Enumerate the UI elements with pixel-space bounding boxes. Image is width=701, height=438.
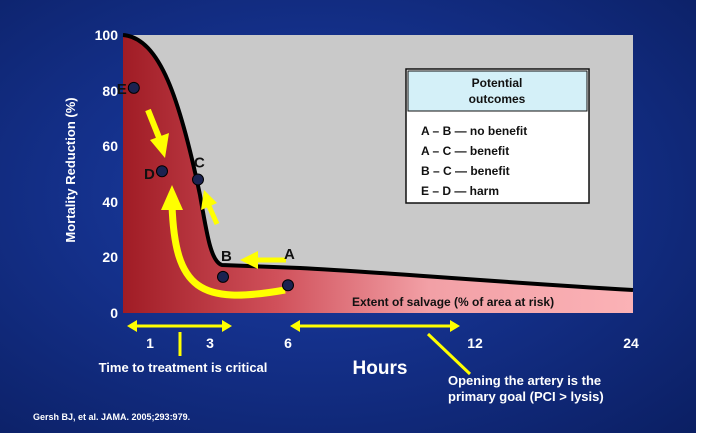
point-b bbox=[217, 270, 229, 283]
legend-item: A – C — benefit bbox=[421, 144, 509, 158]
arrow-a-to-b bbox=[240, 251, 286, 269]
legend-item: A – B — no benefit bbox=[421, 124, 527, 138]
x-axis-label: Hours bbox=[353, 358, 408, 379]
legend-title-line1: Potential bbox=[472, 76, 523, 90]
x-tick-label: 1 bbox=[146, 335, 154, 351]
x-tick-label: 3 bbox=[206, 335, 214, 351]
y-tick-label: 80 bbox=[102, 83, 118, 99]
y-axis-label: Mortality Reduction (%) bbox=[63, 97, 78, 242]
point-label-a: A bbox=[284, 246, 295, 263]
x-tick-label: 6 bbox=[284, 335, 292, 351]
curved-arrow-b-to-d bbox=[168, 204, 286, 299]
point-c bbox=[192, 173, 204, 186]
mortality-curve bbox=[122, 33, 634, 292]
legend-item: B – C — benefit bbox=[421, 164, 510, 178]
time-note: Time to treatment is critical bbox=[99, 360, 268, 375]
point-a bbox=[282, 279, 294, 292]
y-tick-label: 40 bbox=[102, 194, 118, 210]
points-layer: E D C B A bbox=[117, 81, 295, 292]
x-axis-ticks: 1 3 6 12 24 bbox=[146, 335, 639, 351]
y-tick-label: 60 bbox=[102, 138, 118, 154]
artery-note-line1: Opening the artery is the bbox=[448, 373, 601, 388]
citation: Gersh BJ, et al. JAMA. 2005;293:979. bbox=[33, 412, 190, 422]
artery-note-pointer bbox=[426, 332, 472, 376]
salvage-label: Extent of salvage (% of area at risk) bbox=[352, 295, 554, 309]
time-range-arrow bbox=[127, 320, 232, 332]
curved-arrow-head bbox=[161, 185, 183, 210]
point-label-b: B bbox=[221, 248, 232, 265]
point-label-e: E bbox=[117, 81, 127, 98]
legend-header bbox=[407, 70, 588, 112]
legend: Potential outcomes A – B — no benefit A … bbox=[405, 68, 590, 204]
arrow-b-to-c bbox=[201, 190, 220, 226]
salvage-area bbox=[123, 35, 633, 313]
artery-range-arrow bbox=[290, 320, 460, 332]
point-d bbox=[156, 165, 168, 178]
artery-note-line2: primary goal (PCI > lysis) bbox=[448, 389, 604, 404]
legend-item: E – D — harm bbox=[421, 184, 499, 198]
y-tick-label: 100 bbox=[95, 27, 119, 43]
x-tick-label: 12 bbox=[467, 335, 483, 351]
point-label-d: D bbox=[144, 166, 155, 183]
point-e bbox=[127, 81, 140, 94]
legend-title-line2: outcomes bbox=[469, 92, 526, 106]
arrow-e-to-d bbox=[145, 108, 169, 158]
point-label-c: C bbox=[194, 155, 205, 172]
y-tick-label: 20 bbox=[102, 249, 118, 265]
y-axis-ticks: 100 80 60 40 20 0 bbox=[95, 27, 119, 321]
x-tick-label: 24 bbox=[623, 335, 639, 351]
y-tick-label: 0 bbox=[110, 305, 118, 321]
